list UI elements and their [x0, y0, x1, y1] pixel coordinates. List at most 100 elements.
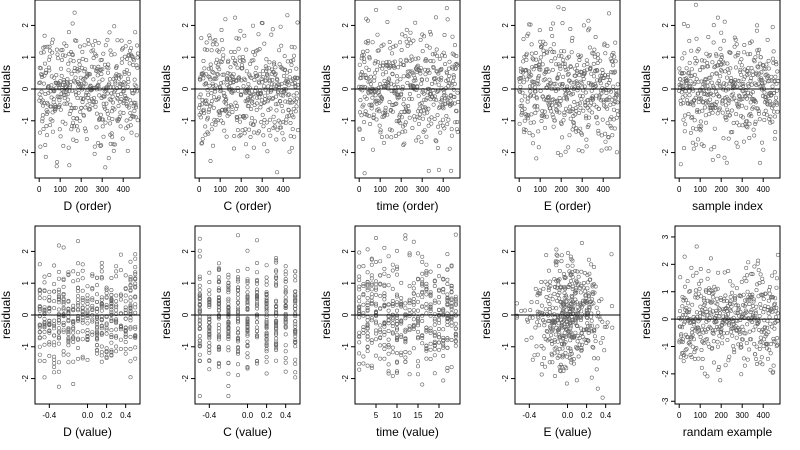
- data-point: [449, 365, 454, 370]
- data-point: [689, 67, 694, 72]
- data-point: [397, 40, 402, 45]
- data-point: [570, 317, 575, 322]
- data-point: [756, 258, 761, 263]
- data-point: [602, 348, 607, 353]
- data-points: [37, 10, 140, 170]
- data-point: [66, 145, 71, 150]
- data-point: [453, 294, 458, 299]
- data-point: [252, 91, 257, 96]
- data-point: [554, 62, 559, 67]
- data-point: [114, 320, 119, 325]
- data-point: [599, 297, 604, 302]
- data-point: [37, 308, 42, 313]
- data-point: [689, 265, 694, 270]
- data-point: [559, 259, 564, 264]
- data-point: [733, 54, 738, 59]
- data-point: [772, 114, 777, 119]
- data-point: [85, 321, 90, 326]
- x-tick-label: -0.4: [202, 411, 216, 420]
- data-point: [608, 117, 613, 122]
- data-point: [715, 339, 720, 344]
- data-point: [552, 373, 557, 378]
- data-point: [773, 130, 778, 135]
- data-point: [283, 295, 288, 300]
- data-point: [753, 100, 758, 105]
- data-point: [265, 90, 270, 95]
- data-point: [83, 81, 88, 86]
- data-point: [56, 294, 61, 299]
- data-point: [564, 97, 569, 102]
- data-point: [605, 121, 610, 126]
- data-point: [52, 326, 57, 331]
- data-point: [587, 277, 592, 282]
- y-tick-label: 2: [181, 249, 190, 254]
- data-point: [520, 90, 525, 95]
- data-point: [61, 349, 66, 354]
- data-point: [99, 302, 104, 307]
- data-point: [733, 294, 738, 299]
- data-point: [106, 156, 111, 161]
- data-point: [734, 286, 739, 291]
- data-point: [433, 80, 438, 85]
- data-point: [400, 32, 405, 37]
- data-point: [378, 281, 383, 286]
- data-point: [716, 63, 721, 68]
- x-axis-label: C (order): [223, 199, 271, 213]
- data-point: [114, 335, 119, 340]
- data-point: [418, 68, 423, 73]
- data-point: [568, 273, 573, 278]
- data-point: [589, 301, 594, 306]
- data-point: [450, 66, 455, 71]
- data-point: [415, 359, 420, 364]
- data-point: [557, 335, 562, 340]
- data-point: [99, 359, 104, 364]
- data-point: [774, 62, 779, 67]
- data-point: [359, 113, 364, 118]
- data-point: [750, 303, 755, 308]
- data-point: [80, 288, 85, 293]
- data-point: [264, 338, 269, 343]
- data-point: [207, 358, 212, 363]
- data-point: [570, 258, 575, 263]
- data-point: [39, 89, 44, 94]
- data-point: [384, 60, 389, 65]
- data-point: [589, 323, 594, 328]
- data-point: [394, 337, 399, 342]
- data-point: [128, 310, 133, 315]
- data-point: [530, 141, 535, 146]
- data-point: [394, 369, 399, 374]
- data-point: [598, 317, 603, 322]
- data-point: [453, 108, 458, 113]
- data-point: [207, 83, 212, 88]
- data-point: [724, 298, 729, 303]
- data-point: [80, 100, 85, 105]
- data-point: [570, 127, 575, 132]
- data-point: [80, 320, 85, 325]
- data-point: [546, 298, 551, 303]
- data-point: [357, 250, 362, 255]
- data-point: [394, 119, 399, 124]
- data-point: [383, 110, 388, 115]
- data-point: [226, 275, 231, 280]
- data-point: [394, 248, 399, 253]
- data-point: [56, 307, 61, 312]
- y-tick-label: 0: [21, 312, 30, 317]
- data-point: [226, 285, 231, 290]
- data-point: [424, 77, 429, 82]
- data-point: [441, 307, 446, 312]
- data-point: [283, 276, 288, 281]
- data-point: [90, 317, 95, 322]
- data-point: [726, 358, 731, 363]
- data-point: [685, 81, 690, 86]
- data-point: [47, 57, 52, 62]
- data-point: [293, 278, 298, 283]
- data-point: [242, 76, 247, 81]
- data-point: [211, 143, 216, 148]
- data-point: [773, 74, 778, 79]
- data-point: [719, 53, 724, 58]
- data-point: [79, 96, 84, 101]
- y-tick-label: 2: [341, 23, 350, 28]
- data-point: [610, 70, 615, 75]
- data-point: [76, 297, 81, 302]
- data-point: [37, 325, 42, 330]
